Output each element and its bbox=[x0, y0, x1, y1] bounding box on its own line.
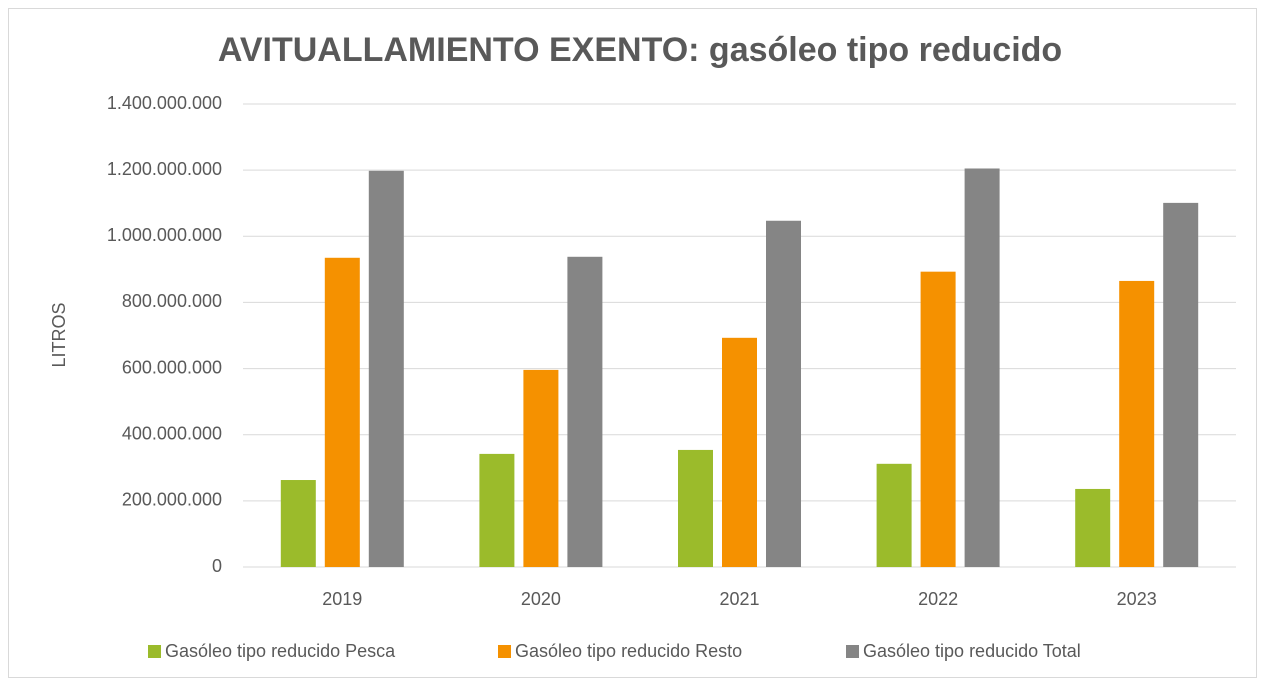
bar bbox=[722, 337, 757, 567]
y-tick-label: 1.400.000.000 bbox=[107, 93, 222, 113]
bar bbox=[368, 170, 404, 567]
bar bbox=[1163, 202, 1199, 567]
bar bbox=[1075, 488, 1111, 567]
bar bbox=[766, 220, 801, 568]
legend-swatch bbox=[148, 645, 161, 658]
chart-frame bbox=[8, 8, 1257, 678]
x-tick-label: 2019 bbox=[322, 589, 362, 609]
bar bbox=[567, 256, 603, 567]
y-tick-label: 1.000.000.000 bbox=[107, 225, 222, 245]
legend-label: Gasóleo tipo reducido Resto bbox=[515, 641, 742, 661]
bar bbox=[920, 271, 956, 567]
bar bbox=[964, 168, 1000, 567]
legend-swatch bbox=[498, 645, 511, 658]
y-axis-label: LITROS bbox=[49, 302, 69, 367]
legend-swatch bbox=[846, 645, 859, 658]
y-tick-label: 1.200.000.000 bbox=[107, 159, 222, 179]
bar bbox=[280, 480, 316, 567]
legend-label: Gasóleo tipo reducido Pesca bbox=[165, 641, 396, 661]
x-tick-label: 2020 bbox=[521, 589, 561, 609]
y-tick-label: 800.000.000 bbox=[122, 291, 222, 311]
bar bbox=[678, 449, 713, 567]
bar bbox=[1119, 280, 1155, 567]
y-tick-label: 600.000.000 bbox=[122, 357, 222, 377]
y-tick-label: 400.000.000 bbox=[122, 423, 222, 443]
x-tick-label: 2023 bbox=[1117, 589, 1157, 609]
y-tick-label: 200.000.000 bbox=[122, 490, 222, 510]
legend-label: Gasóleo tipo reducido Total bbox=[863, 641, 1081, 661]
y-tick-label: 0 bbox=[212, 556, 222, 576]
bar bbox=[479, 453, 515, 567]
chart-title: AVITUALLAMIENTO EXENTO: gasóleo tipo red… bbox=[218, 31, 1062, 69]
bar bbox=[324, 257, 360, 567]
bar bbox=[523, 369, 559, 567]
bar bbox=[876, 463, 912, 567]
x-tick-label: 2022 bbox=[918, 589, 958, 609]
x-tick-label: 2021 bbox=[719, 589, 759, 609]
